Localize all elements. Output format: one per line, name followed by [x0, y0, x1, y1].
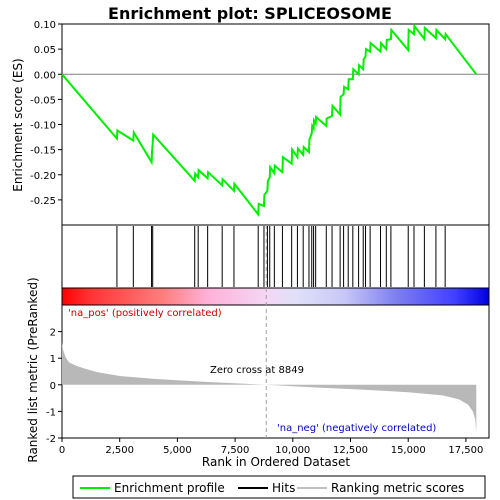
legend-metric-label: Ranking metric scores	[331, 481, 464, 495]
legend-box	[72, 475, 486, 499]
es-panel-frame	[61, 23, 490, 226]
hits-panel-frame	[61, 224, 490, 289]
x-tick-label: 15,000	[391, 445, 426, 456]
es-y-tick-label: 0.05	[34, 45, 56, 56]
x-axis-label: Rank in Ordered Dataset	[202, 455, 350, 469]
metric-y-axis-label: Ranked list metric (PreRanked)	[26, 277, 40, 462]
metric-y-axis: -2 -1 0 1 2	[46, 328, 62, 445]
es-y-axis-label: Enrichment score (ES)	[11, 58, 25, 191]
metric-y-tick-label: 1	[50, 354, 56, 365]
metric-y-tick-label: 0	[50, 381, 56, 392]
enrichment-profile-line	[61, 23, 478, 218]
es-y-tick-label: 0.00	[34, 70, 56, 81]
metric-y-tick-label: -1	[46, 407, 56, 418]
chart-title: Enrichment plot: SPLICEOSOME	[108, 4, 392, 23]
es-y-tick-label: -0.25	[30, 196, 56, 207]
es-y-tick-label: -0.15	[30, 146, 56, 157]
hits-marks	[116, 226, 446, 287]
legend-hits-label: Hits	[272, 481, 295, 495]
x-tick-label: 12,500	[333, 445, 368, 456]
x-tick-label: 5,000	[163, 445, 192, 456]
es-y-tick-label: 0.10	[34, 20, 56, 31]
x-tick-label: 10,000	[275, 445, 310, 456]
metric-y-tick-label: 2	[50, 328, 56, 339]
x-tick-label: 17,500	[448, 445, 483, 456]
metric-y-tick-label: -2	[46, 434, 56, 445]
legend-enrichment-label: Enrichment profile	[114, 481, 225, 495]
x-tick-label: 2,500	[105, 445, 134, 456]
neg-correlated-label: 'na_neg' (negatively correlated)	[277, 423, 436, 434]
pos-correlated-label: 'na_pos' (positively correlated)	[68, 308, 222, 319]
es-y-axis: -0.25 -0.20 -0.15 -0.10 -0.05 0.00 0.05 0.10	[30, 20, 62, 207]
x-tick-label: 7,500	[221, 445, 250, 456]
es-y-tick-label: -0.05	[30, 95, 56, 106]
x-tick-label: 0	[59, 445, 65, 456]
ranking-heatmap-bar	[61, 287, 490, 306]
metric-x-axis: 0 2,500 5,000 7,500 10,000 12,500 15,000 17,500	[59, 438, 483, 456]
es-y-tick-label: -0.10	[30, 121, 56, 132]
es-y-tick-label: -0.20	[30, 171, 56, 182]
zero-cross-label: Zero cross at 8849	[210, 365, 304, 376]
ranking-metric-area	[62, 342, 477, 433]
